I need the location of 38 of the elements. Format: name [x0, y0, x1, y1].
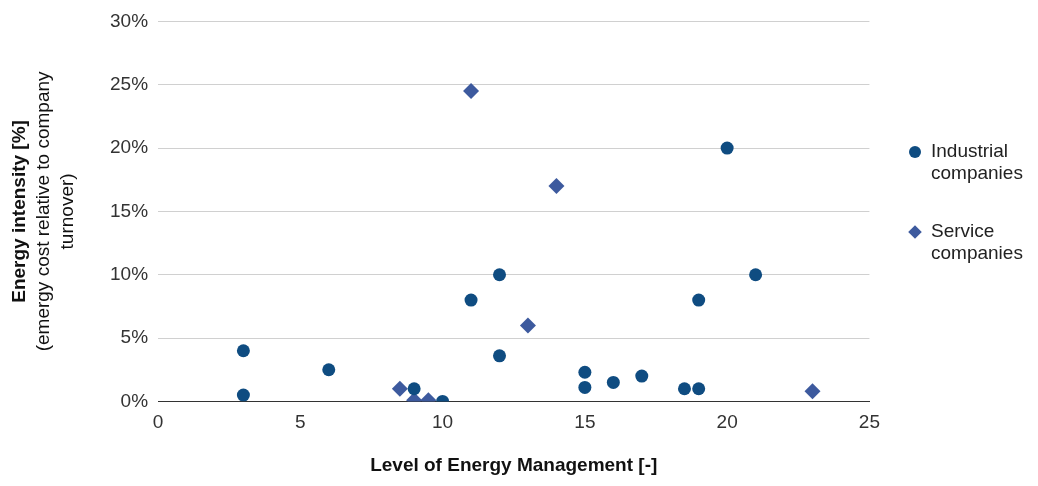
point	[493, 268, 506, 282]
point	[391, 380, 408, 397]
point	[635, 369, 649, 383]
point	[749, 268, 763, 282]
point	[692, 382, 706, 396]
point	[720, 141, 734, 155]
y-tick-label: 15%	[110, 199, 149, 221]
x-tick-label: 10	[432, 411, 454, 433]
point	[677, 382, 691, 396]
x-tick-label: 0	[152, 411, 164, 433]
point	[606, 375, 620, 389]
point	[407, 382, 421, 396]
x-tick-label: 25	[858, 411, 880, 433]
x-tick-label: 15	[574, 411, 596, 433]
point	[548, 178, 565, 195]
point	[464, 293, 478, 307]
x-tick-label: 20	[716, 411, 738, 433]
y-tick-label: 5%	[120, 326, 149, 348]
point	[493, 349, 506, 363]
point	[692, 293, 706, 307]
x-axis-title: Level of Energy Management [-]	[370, 453, 658, 475]
y-axis-title: Energy intensity [%] (emergy cost relative to company turnover)	[8, 70, 78, 352]
point	[578, 380, 592, 394]
legend-label: Industrial companies	[931, 140, 1024, 184]
y-tick-label: 10%	[110, 262, 149, 284]
point	[236, 388, 250, 402]
y-tick-label: 0%	[120, 389, 149, 411]
point	[804, 383, 821, 400]
point	[519, 317, 536, 334]
legend-label: Service companies	[931, 220, 1024, 264]
point	[322, 363, 336, 377]
y-tick-label: 20%	[110, 136, 149, 158]
x-tick-label: 5	[295, 411, 306, 433]
point	[236, 344, 250, 358]
y-tick-label: 25%	[110, 72, 149, 94]
y-tick-label: 30%	[110, 9, 149, 31]
point	[578, 365, 592, 379]
point	[463, 83, 480, 100]
